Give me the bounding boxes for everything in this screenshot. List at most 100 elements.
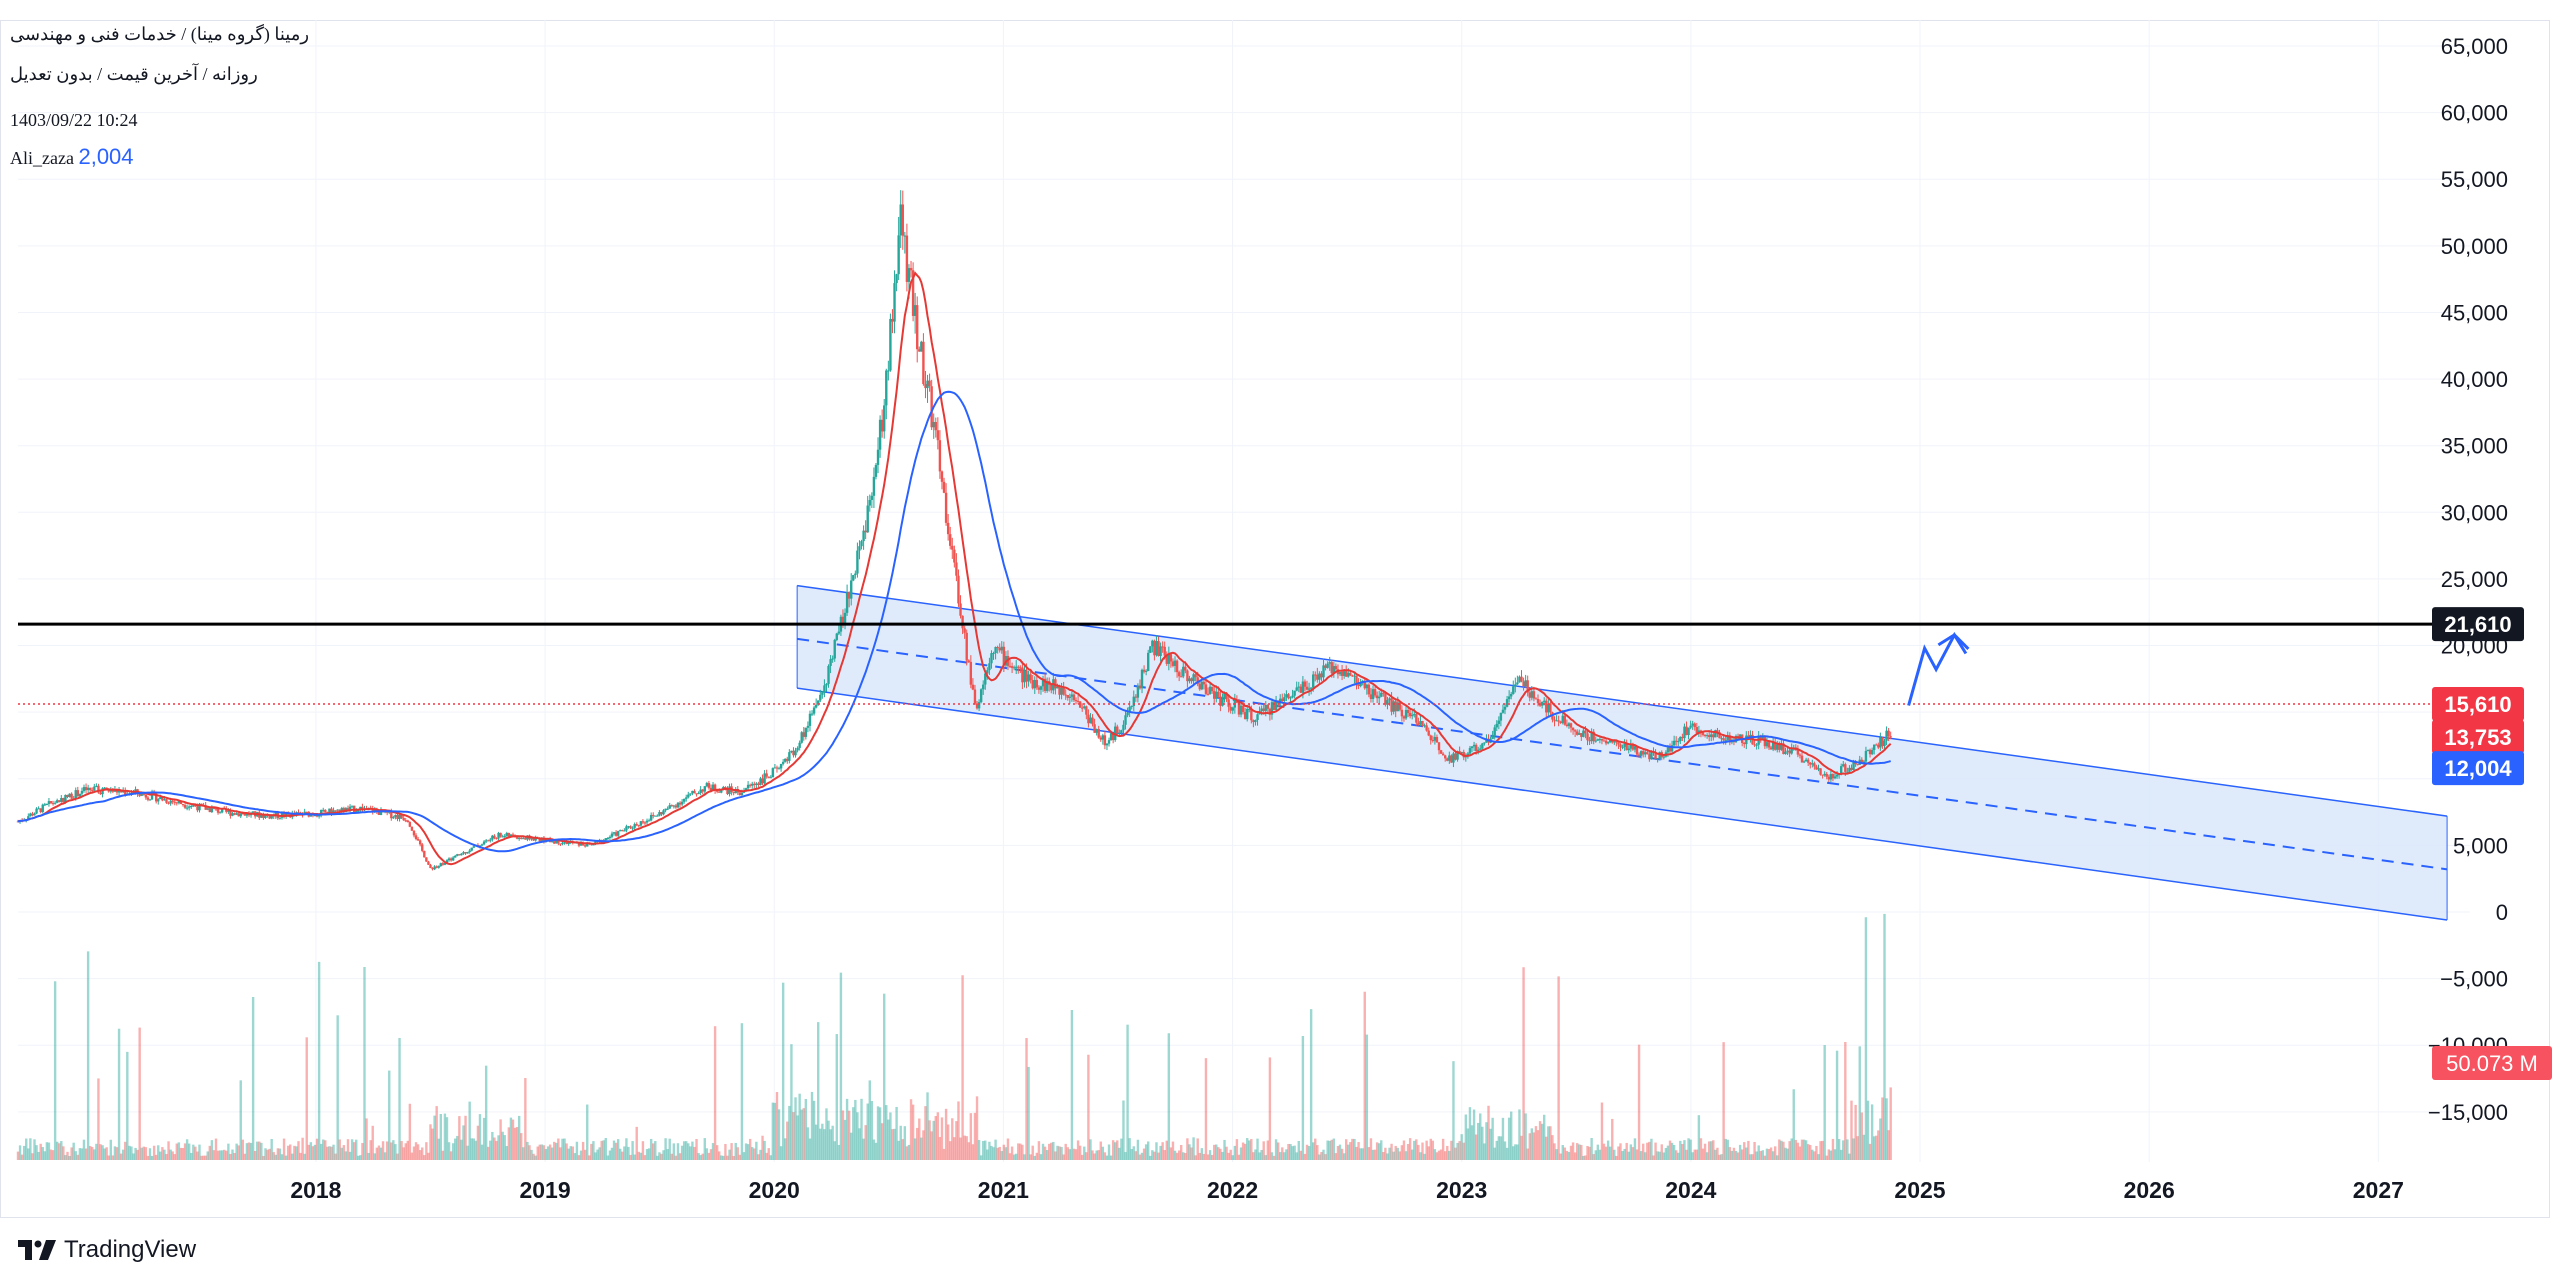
- volume-bar: [769, 1155, 772, 1160]
- candle-body: [1468, 748, 1472, 754]
- candle-body: [1472, 744, 1476, 747]
- volume-bar: [1538, 1121, 1542, 1160]
- volume-bar: [1472, 1109, 1476, 1160]
- volume-bar: [1637, 1044, 1641, 1160]
- candle-body: [1386, 700, 1389, 705]
- volume-bar: [878, 1107, 882, 1160]
- candle-body: [899, 204, 902, 236]
- volume-bar: [1470, 1125, 1474, 1160]
- candle-body: [936, 430, 940, 441]
- candle-body: [1716, 730, 1719, 733]
- volume-bar: [134, 1147, 137, 1160]
- volume-bar: [788, 1105, 791, 1160]
- candle-body: [592, 844, 595, 846]
- volume-bar: [1380, 1140, 1383, 1160]
- candle-body: [668, 805, 671, 809]
- volume-bar: [1536, 1130, 1540, 1160]
- candle-body: [1701, 732, 1705, 735]
- candle-body: [1239, 705, 1243, 715]
- volume-bar: [142, 1146, 146, 1160]
- candle-body: [1380, 692, 1383, 697]
- volume-bar: [1549, 1126, 1552, 1160]
- volume-bar: [1398, 1151, 1402, 1160]
- volume-bar: [1004, 1147, 1008, 1160]
- candle-body: [1180, 676, 1183, 678]
- candle-body: [1289, 697, 1292, 699]
- candle-body: [1683, 726, 1686, 739]
- candle-body: [398, 814, 401, 820]
- volume-bar: [179, 1147, 183, 1160]
- volume-bar: [239, 1080, 242, 1160]
- volume-bar: [1002, 1144, 1006, 1160]
- candle-body: [1654, 752, 1657, 760]
- volume-bar: [412, 1146, 416, 1160]
- candle-body: [58, 800, 61, 802]
- volume-bar: [889, 1112, 892, 1160]
- candle-body: [408, 822, 412, 827]
- volume-bar: [1085, 1152, 1088, 1160]
- candle-body: [808, 713, 812, 726]
- volume-bar: [1134, 1151, 1138, 1160]
- volume-bar: [1693, 1149, 1696, 1160]
- candle-body: [340, 808, 344, 812]
- candle-body: [192, 805, 195, 807]
- volume-bar: [1608, 1146, 1612, 1160]
- volume-bar: [338, 1139, 341, 1160]
- volume-bar: [1712, 1140, 1715, 1160]
- candle-body: [210, 808, 214, 813]
- tradingview-logo[interactable]: TradingView: [18, 1236, 196, 1264]
- candle-body: [1883, 740, 1886, 747]
- candle-body: [695, 793, 698, 795]
- candle-body: [190, 806, 193, 808]
- volume-bar: [802, 1108, 805, 1160]
- volume-bars: [16, 913, 1892, 1160]
- volume-bar: [583, 1149, 587, 1160]
- volume-bar: [1809, 1145, 1812, 1160]
- volume-bar: [1342, 1153, 1346, 1160]
- candle-body: [1076, 700, 1080, 702]
- volume-bar: [425, 1142, 428, 1160]
- candle-body: [245, 812, 249, 816]
- volume-bar: [1631, 1147, 1635, 1160]
- candle-body: [1499, 712, 1503, 721]
- volume-bar: [1617, 1146, 1620, 1160]
- volume-bar: [1530, 1128, 1534, 1160]
- volume-bar: [1448, 1150, 1451, 1160]
- volume-bar: [1831, 1138, 1835, 1160]
- candle-body: [1835, 774, 1839, 777]
- volume-bar: [1105, 1155, 1109, 1160]
- volume-bar: [913, 1138, 917, 1160]
- candle-body: [1691, 723, 1694, 726]
- volume-bar: [1817, 1154, 1820, 1160]
- volume-bar: [1600, 1102, 1604, 1160]
- candle-body: [771, 768, 775, 778]
- volume-bar: [1823, 1045, 1826, 1160]
- candle-body: [1140, 669, 1144, 689]
- candle-body: [1565, 724, 1569, 726]
- y-tick-label: 5,000: [2453, 833, 2508, 858]
- volume-bar: [1029, 1154, 1032, 1160]
- volume-bar: [1844, 1041, 1847, 1160]
- volume-bar: [1650, 1138, 1653, 1160]
- candle-body: [1087, 714, 1090, 724]
- volume-bar: [831, 1125, 834, 1160]
- candle-body: [237, 813, 240, 817]
- candle-body: [218, 812, 222, 814]
- volume-bar: [647, 1148, 651, 1160]
- candle-body: [880, 419, 884, 432]
- volume-bar: [1621, 1151, 1624, 1160]
- volume-bar: [43, 1151, 47, 1160]
- volume-bar: [1825, 1155, 1828, 1160]
- volume-bar: [1019, 1143, 1022, 1160]
- candle-body: [1582, 730, 1585, 737]
- candle-body: [1345, 671, 1348, 677]
- volume-bar: [1161, 1142, 1164, 1160]
- candle-body: [447, 858, 451, 861]
- volume-bar: [373, 1153, 377, 1160]
- candle-body: [532, 838, 535, 841]
- volume-bar: [598, 1147, 601, 1160]
- candle-body: [1703, 734, 1707, 736]
- candle-body: [823, 685, 826, 693]
- candle-body: [1351, 675, 1354, 677]
